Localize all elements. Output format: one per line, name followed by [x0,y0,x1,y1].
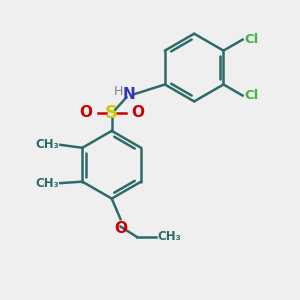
Text: CH₃: CH₃ [35,177,59,190]
Text: O: O [80,105,93,120]
Text: O: O [114,221,127,236]
Text: Cl: Cl [244,33,258,46]
Text: H: H [113,85,123,98]
Text: O: O [131,105,144,120]
Text: N: N [123,87,136,102]
Text: Cl: Cl [244,89,258,102]
Text: S: S [105,103,118,122]
Text: CH₃: CH₃ [35,138,59,151]
Text: CH₃: CH₃ [158,230,181,243]
